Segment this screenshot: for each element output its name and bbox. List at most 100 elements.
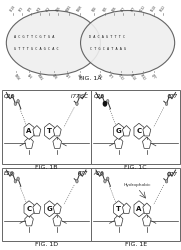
Text: Q26: Q26: [55, 6, 61, 12]
Text: S332: S332: [139, 73, 147, 81]
Circle shape: [11, 94, 14, 98]
Ellipse shape: [6, 10, 100, 75]
Text: A: A: [26, 128, 32, 134]
Text: FIG. 1D: FIG. 1D: [35, 242, 58, 248]
Bar: [91, 90, 180, 164]
Polygon shape: [53, 214, 62, 226]
Text: N102: N102: [129, 73, 136, 81]
Text: G T T T G C A G C A C: G T T T G C A G C A C: [14, 47, 59, 51]
Text: Q26: Q26: [51, 73, 58, 80]
Text: Q44: Q44: [91, 6, 97, 12]
Ellipse shape: [81, 10, 175, 75]
Text: Hydrophobic: Hydrophobic: [124, 183, 151, 187]
Polygon shape: [143, 203, 151, 213]
Text: N102: N102: [150, 4, 157, 12]
Circle shape: [17, 100, 19, 103]
Text: D A C A G T T T C: D A C A G T T T C: [89, 34, 125, 38]
Text: D75: D75: [28, 6, 34, 12]
Text: S73: S73: [19, 6, 25, 12]
Polygon shape: [134, 201, 144, 217]
Polygon shape: [25, 137, 33, 148]
Text: X118: X118: [76, 73, 83, 81]
Circle shape: [78, 172, 81, 176]
Text: G: G: [116, 128, 121, 134]
Polygon shape: [142, 214, 151, 226]
Circle shape: [78, 94, 81, 98]
Polygon shape: [114, 201, 124, 217]
Text: G: G: [47, 206, 52, 212]
Text: A26: A26: [94, 171, 104, 176]
Text: K26: K26: [26, 73, 32, 80]
Text: D481: D481: [65, 4, 73, 12]
Polygon shape: [134, 123, 144, 139]
Text: Q77: Q77: [151, 73, 157, 80]
Text: E26: E26: [4, 171, 14, 176]
Text: Q26: Q26: [94, 94, 104, 99]
Circle shape: [104, 180, 106, 183]
Polygon shape: [114, 137, 123, 148]
Polygon shape: [33, 203, 41, 213]
Polygon shape: [24, 123, 34, 139]
Polygon shape: [53, 137, 62, 148]
Polygon shape: [33, 126, 41, 136]
Polygon shape: [114, 214, 123, 226]
Text: Q77: Q77: [167, 171, 178, 176]
Circle shape: [76, 102, 78, 106]
Polygon shape: [123, 126, 131, 136]
Text: D481: D481: [36, 73, 44, 82]
Circle shape: [168, 94, 171, 98]
Text: T132: T132: [118, 73, 125, 81]
Polygon shape: [53, 126, 61, 136]
Polygon shape: [25, 214, 33, 226]
Bar: [2, 168, 90, 241]
Circle shape: [11, 172, 14, 176]
Circle shape: [106, 177, 109, 180]
Polygon shape: [123, 203, 131, 213]
Circle shape: [17, 177, 19, 180]
Circle shape: [76, 180, 78, 183]
Circle shape: [101, 94, 104, 98]
Text: T: T: [47, 128, 52, 134]
Text: S27: S27: [64, 73, 70, 80]
Text: C: C: [136, 128, 142, 134]
Text: A C G T T C G T G A: A C G T T C G T G A: [14, 34, 54, 38]
Polygon shape: [44, 123, 54, 139]
Polygon shape: [53, 203, 61, 213]
Text: A: A: [136, 206, 142, 212]
Bar: [91, 168, 180, 241]
Text: X118: X118: [9, 4, 16, 12]
Text: Q45: Q45: [102, 6, 108, 12]
Polygon shape: [114, 123, 124, 139]
Text: T: T: [116, 206, 121, 212]
Text: D75: D75: [96, 73, 103, 80]
Bar: [0, 5, 181, 84]
Circle shape: [104, 102, 106, 106]
Circle shape: [165, 102, 168, 106]
Text: E77: E77: [107, 73, 113, 80]
Text: N300: N300: [13, 73, 20, 81]
Text: E77: E77: [168, 94, 178, 99]
Text: N300: N300: [76, 4, 83, 12]
Circle shape: [103, 102, 107, 106]
Bar: [2, 90, 90, 164]
Circle shape: [14, 102, 17, 106]
Circle shape: [101, 172, 104, 176]
Text: FIG. 1B: FIG. 1B: [35, 165, 57, 170]
Polygon shape: [24, 201, 34, 217]
Polygon shape: [143, 126, 151, 136]
Text: Q26: Q26: [4, 94, 15, 99]
Text: T132: T132: [139, 4, 147, 12]
Text: R77: R77: [131, 6, 137, 12]
Text: E77: E77: [120, 6, 126, 12]
Polygon shape: [142, 137, 151, 148]
Text: R77: R77: [78, 171, 88, 176]
Text: FIG. 1A: FIG. 1A: [79, 76, 102, 81]
Text: FIG. 1C: FIG. 1C: [125, 165, 147, 170]
Circle shape: [165, 180, 168, 183]
Text: R74: R74: [37, 6, 43, 12]
Text: K72: K72: [46, 6, 52, 12]
Text: D46: D46: [111, 6, 117, 12]
Circle shape: [168, 172, 171, 176]
Circle shape: [106, 100, 109, 103]
Text: I77 SC: I77 SC: [71, 94, 88, 99]
